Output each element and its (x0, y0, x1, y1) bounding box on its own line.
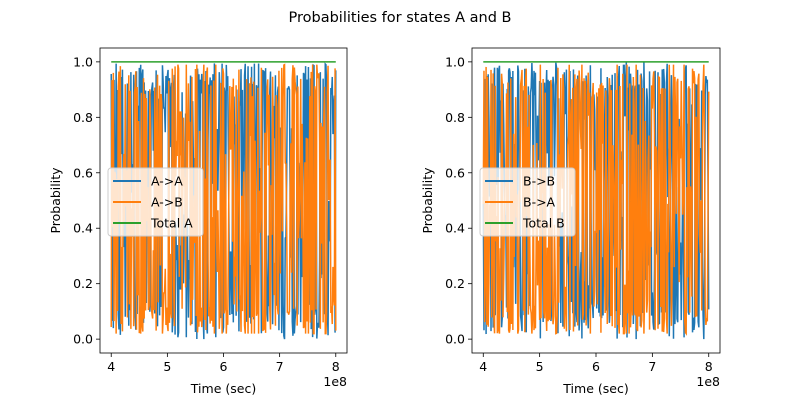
y-tick-label: 1.0 (445, 54, 465, 69)
y-tick-label: 0.2 (445, 276, 465, 291)
x-tick-label: 7 (276, 359, 284, 374)
legend-box (479, 167, 576, 237)
y-tick-label: 0.4 (73, 221, 93, 236)
legend-label: A->A (151, 174, 183, 189)
chart-panels: 4 5 6 7 8 0.0 0.2 0.4 0.6 0.8 1.0 Time (sec) Probabi… (48, 47, 721, 396)
plot-area (482, 61, 710, 340)
x-tick-label: 8 (332, 359, 340, 374)
x-offset-label: 1e8 (323, 374, 347, 389)
x-axis-label: Time (sec) (190, 381, 256, 396)
x-tick-label: 6 (220, 359, 228, 374)
x-tick-label: 6 (592, 359, 600, 374)
x-tick-label: 7 (648, 359, 656, 374)
plot-area (110, 61, 337, 340)
x-tick-label: 5 (536, 359, 544, 374)
legend-label: B->B (523, 174, 555, 189)
series-line-A->B (110, 63, 337, 335)
legend-label: Total B (522, 216, 565, 231)
legend-box (107, 167, 204, 237)
y-tick-label: 0.0 (445, 332, 465, 347)
x-tick-label: 4 (479, 359, 487, 374)
chart-panel-2: 4 5 6 7 8 0.0 0.2 0.4 0.6 0.8 1.0 Time (sec) Probabi… (420, 47, 721, 396)
y-tick-label: 0.4 (445, 221, 465, 236)
legend-label: A->B (151, 195, 183, 210)
y-axis-label: Probability (420, 167, 435, 234)
figure-title: Probabilities for states A and B (289, 10, 512, 26)
chart-panel-1: 4 5 6 7 8 0.0 0.2 0.4 0.6 0.8 1.0 Time (sec) Probabi… (48, 47, 348, 396)
y-tick-label: 0.8 (445, 110, 465, 125)
x-offset-label: 1e8 (696, 374, 720, 389)
legend-label: Total A (150, 216, 193, 231)
x-tick-label: 8 (705, 359, 713, 374)
x-tick-label: 4 (107, 359, 115, 374)
y-tick-label: 0.0 (73, 332, 93, 347)
y-tick-label: 0.8 (73, 110, 93, 125)
y-tick-label: 0.6 (73, 165, 93, 180)
legend: B->B B->A Total B (479, 167, 576, 237)
y-tick-label: 1.0 (73, 54, 93, 69)
y-axis-label: Probability (48, 167, 63, 234)
x-tick-label: 5 (163, 359, 171, 374)
legend-label: B->A (523, 195, 556, 210)
y-tick-label: 0.6 (445, 165, 465, 180)
x-axis-label: Time (sec) (562, 381, 628, 396)
legend: A->A A->B Total A (107, 167, 204, 237)
y-tick-label: 0.2 (73, 276, 93, 291)
series-line-B->A (482, 64, 710, 336)
